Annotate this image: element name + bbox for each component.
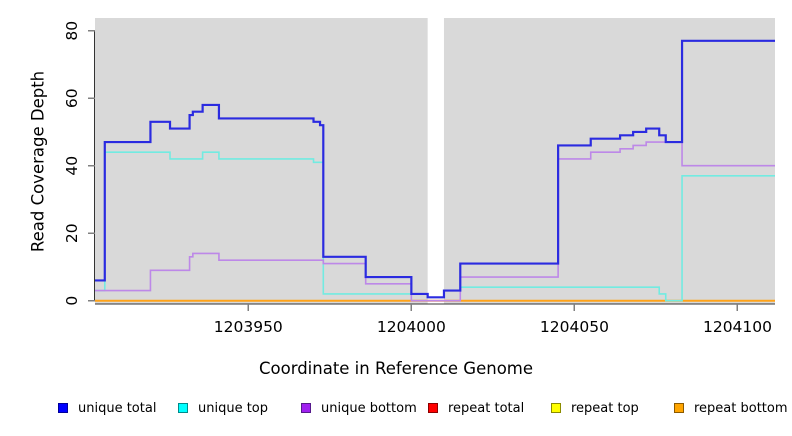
legend-item-unique-bottom: unique bottom: [301, 398, 417, 418]
y-tick-label: 0: [63, 296, 81, 306]
legend-label: repeat total: [448, 400, 525, 416]
x-tick-label: 1203950: [214, 318, 283, 336]
legend-label: unique top: [198, 400, 269, 416]
legend-label: unique total: [78, 400, 157, 416]
y-tick-label: 40: [63, 156, 81, 176]
x-tick-label: 1204050: [540, 318, 609, 336]
legend-swatch-unique-total: [58, 403, 68, 413]
legend: unique total unique top unique bottom repea…: [0, 398, 792, 420]
legend-item-unique-total: unique total: [58, 398, 156, 418]
legend-swatch-repeat-total: [428, 403, 438, 413]
x-tick-label: 1204100: [703, 318, 772, 336]
y-tick-label: 60: [63, 88, 81, 108]
legend-item-unique-top: unique top: [178, 398, 268, 418]
legend-swatch-unique-top: [178, 403, 188, 413]
legend-item-repeat-total: repeat total: [428, 398, 524, 418]
x-axis-title: Coordinate in Reference Genome: [258, 359, 534, 378]
legend-swatch-unique-bottom: [301, 403, 311, 413]
y-axis-title: Read Coverage Depth: [28, 70, 48, 253]
series-line-unique-total: [95, 39, 775, 299]
y-tick-label: 80: [63, 21, 81, 41]
series-line-unique-bottom: [95, 141, 775, 302]
legend-label: unique bottom: [321, 400, 417, 416]
legend-label: repeat bottom: [694, 400, 788, 416]
y-tick-label: 20: [63, 223, 81, 243]
legend-item-repeat-top: repeat top: [551, 398, 639, 418]
legend-swatch-repeat-bottom: [674, 403, 684, 413]
legend-item-repeat-bottom: repeat bottom: [674, 398, 788, 418]
legend-label: repeat top: [571, 400, 639, 416]
gap-band: [427, 18, 444, 304]
x-tick-label: 1204000: [377, 318, 446, 336]
legend-swatch-repeat-top: [551, 403, 561, 413]
